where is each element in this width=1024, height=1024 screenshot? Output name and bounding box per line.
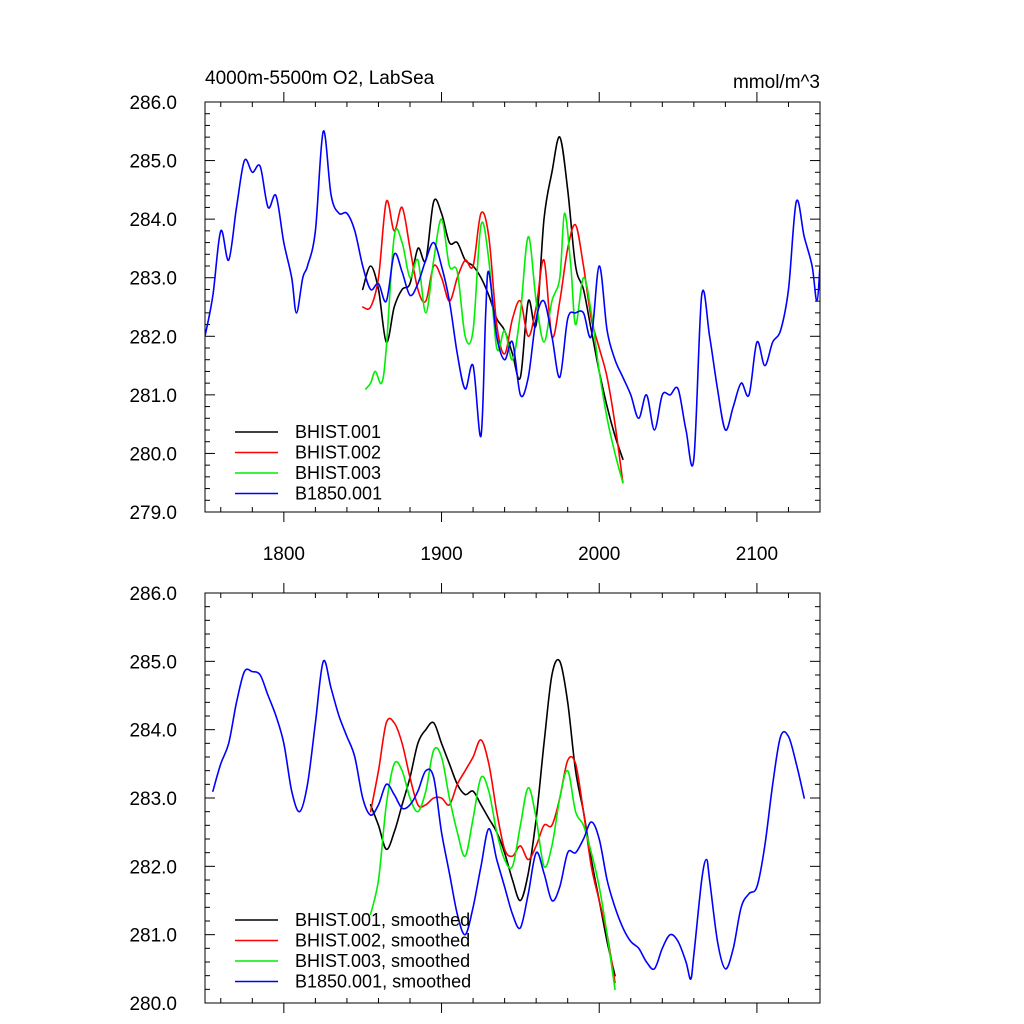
series-group <box>212 658 805 991</box>
x-tick-label: 1900 <box>420 544 462 565</box>
x-axis: 1800 1900 2000 2100 <box>220 92 821 565</box>
plot-frame <box>204 101 821 513</box>
chart-units: mmol/m^3 <box>733 72 820 93</box>
y-tick-label: 280.0 <box>129 444 177 465</box>
x-axis <box>220 583 821 1013</box>
x-tick-label: 2100 <box>736 544 778 565</box>
chart-panel-bottom: 280.0 281.0 282.0 283.0 284.0 285.0 286.0 BHIST… <box>129 583 821 1015</box>
y-tick-label: 282.0 <box>129 327 177 348</box>
x-tick-label: 1800 <box>263 544 305 565</box>
chart-title: 4000m-5500m O2, LabSea <box>205 68 435 89</box>
y-tick-label: 284.0 <box>129 721 177 742</box>
legend-label: BHIST.001, smoothed <box>295 910 470 930</box>
y-tick-label: 284.0 <box>129 210 177 231</box>
legend-label: B1850.001, smoothed <box>295 972 471 992</box>
y-tick-label: 286.0 <box>129 584 177 605</box>
legend-label: B1850.001 <box>295 484 382 504</box>
series-line <box>361 199 624 484</box>
y-tick-label: 279.0 <box>129 503 177 524</box>
legend-label: BHIST.003, smoothed <box>295 951 470 971</box>
series-line <box>205 130 820 467</box>
y-tick-label: 282.0 <box>129 857 177 878</box>
y-tick-label: 283.0 <box>129 269 177 290</box>
y-tick-label: 280.0 <box>129 994 177 1015</box>
series-line <box>212 659 805 980</box>
y-tick-label: 281.0 <box>129 386 177 407</box>
series-group <box>205 130 820 484</box>
y-tick-label: 281.0 <box>129 926 177 947</box>
x-tick-label: 2000 <box>578 544 620 565</box>
y-tick-label: 283.0 <box>129 789 177 810</box>
y-tick-label: 285.0 <box>129 652 177 673</box>
y-tick-label: 286.0 <box>129 93 177 114</box>
y-axis: 279.0 280.0 281.0 282.0 283.0 284.0 285.0 286.0 <box>129 93 820 524</box>
y-tick-label: 285.0 <box>129 152 177 173</box>
legend-label: BHIST.002 <box>295 443 381 463</box>
legend-label: BHIST.003 <box>295 463 381 483</box>
series-line <box>369 717 616 984</box>
legend-label: BHIST.001 <box>295 422 381 442</box>
y-axis: 280.0 281.0 282.0 283.0 284.0 285.0 286.0 <box>129 584 820 1015</box>
series-line <box>369 746 616 991</box>
series-line <box>365 212 624 484</box>
legend-label: BHIST.002, smoothed <box>295 931 470 951</box>
chart-panel-top: 4000m-5500m O2, LabSea mmol/m^3 279.0 280… <box>129 68 821 565</box>
